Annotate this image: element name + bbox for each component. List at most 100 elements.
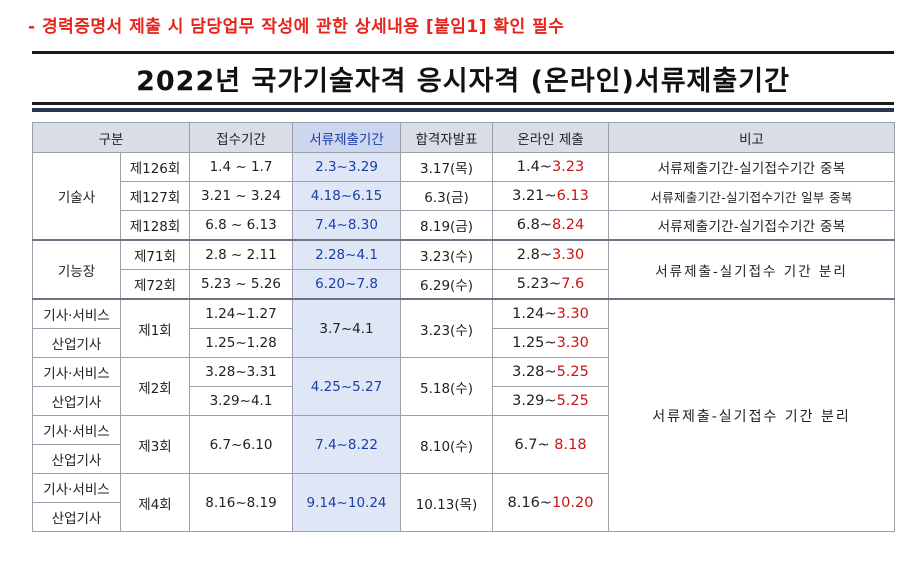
round-cell: 제72회 bbox=[120, 269, 190, 300]
online-cell: 1.24~3.30 bbox=[492, 298, 609, 329]
online-end: 6.13 bbox=[556, 188, 589, 204]
table-row: 기능장 제71회 2.8 ~ 2.11 2.28~4.1 3.23(수) 2.8… bbox=[32, 239, 895, 300]
reception-cell: 2.8 ~ 2.11 bbox=[189, 239, 293, 270]
group-sanup-gisa: 산업기사 bbox=[32, 328, 121, 358]
reception-cell: 3.28~3.31 bbox=[189, 357, 293, 387]
online-cell: 6.7~ 8.18 bbox=[492, 415, 609, 474]
group-gisulsa: 기술사 bbox=[32, 152, 121, 241]
online-start: 1.25~ bbox=[512, 335, 557, 351]
online-end: 3.23 bbox=[551, 159, 585, 175]
online-cell: 8.16~10.20 bbox=[492, 473, 609, 532]
reception-cell: 1.4 ~ 1.7 bbox=[189, 152, 293, 182]
group-gisa-service: 기사·서비스 bbox=[32, 473, 121, 503]
title-underline bbox=[32, 108, 894, 112]
title-banner: 2022년 국가기술자격 응시자격 (온라인)서류제출기간 bbox=[32, 51, 894, 105]
round-cell: 제128회 bbox=[120, 210, 190, 241]
remarks-cell: 서류제출기간-실기접수기간 중복 bbox=[608, 210, 895, 241]
online-end: 3.30 bbox=[556, 306, 589, 322]
header-remarks: 비고 bbox=[608, 122, 895, 153]
online-start: 3.29~ bbox=[512, 393, 557, 409]
remarks-cell: 서류제출-실기접수 기간 분리 bbox=[608, 239, 895, 300]
reception-cell: 1.25~1.28 bbox=[189, 328, 293, 358]
table-row: 제127회 3.21 ~ 3.24 4.18~6.15 6.3(금) 3.21~… bbox=[33, 181, 895, 211]
online-start: 6.7~ bbox=[514, 436, 550, 453]
document-cell: 7.4~8.22 bbox=[292, 415, 401, 474]
reception-cell: 3.29~4.1 bbox=[189, 386, 293, 416]
document-cell: 4.25~5.27 bbox=[292, 357, 401, 416]
reception-cell: 3.21 ~ 3.24 bbox=[189, 181, 293, 211]
group-gisa-service: 기사·서비스 bbox=[32, 357, 121, 387]
pass-cell: 5.18(수) bbox=[400, 357, 493, 416]
pass-cell: 3.23(수) bbox=[400, 298, 493, 358]
online-end: 5.25 bbox=[556, 393, 589, 409]
online-end: 8.18 bbox=[554, 436, 587, 453]
online-cell: 3.29~5.25 bbox=[492, 386, 609, 416]
reception-cell: 8.16~8.19 bbox=[189, 473, 293, 532]
pass-cell: 3.17(목) bbox=[400, 152, 493, 182]
online-start: 6.8~ bbox=[516, 217, 552, 233]
online-start: 8.16~ bbox=[507, 494, 552, 511]
online-end: 10.20 bbox=[551, 494, 594, 511]
remarks-cell: 서류제출기간-실기접수기간 일부 중복 bbox=[608, 181, 895, 211]
document-cell: 7.4~8.30 bbox=[292, 210, 401, 241]
table-row: 기사·서비스 제4회 8.16~8.19 9.14~10.24 10.13(목)… bbox=[32, 473, 895, 532]
page-title: 2022년 국가기술자격 응시자격 (온라인)서류제출기간 bbox=[136, 65, 790, 97]
online-end: 7.6 bbox=[561, 276, 585, 292]
online-start: 1.4~ bbox=[516, 159, 552, 175]
online-start: 1.24~ bbox=[512, 306, 557, 322]
round-cell: 제3회 bbox=[120, 415, 190, 474]
group-gisa-service: 기사·서비스 bbox=[32, 415, 121, 445]
pass-cell: 8.19(금) bbox=[400, 210, 493, 241]
pass-cell: 8.10(수) bbox=[400, 415, 493, 474]
online-start: 3.28~ bbox=[512, 364, 557, 380]
online-cell: 3.28~5.25 bbox=[492, 357, 609, 387]
table-row: 제72회 5.23 ~ 5.26 6.20~7.8 6.29(수) 5.23~7… bbox=[33, 269, 895, 300]
round-cell: 제4회 bbox=[120, 473, 190, 532]
table-row: 제128회 6.8 ~ 6.13 7.4~8.30 8.19(금) 6.8~8.… bbox=[33, 210, 895, 241]
online-cell: 3.21~6.13 bbox=[492, 181, 609, 211]
remarks-cell: 서류제출-실기접수 기간 분리 bbox=[608, 298, 895, 532]
online-start: 5.23~ bbox=[516, 276, 562, 292]
online-end: 3.30 bbox=[551, 247, 585, 263]
table-row: 산업기사 1.25~1.28 1.25~3.30 bbox=[32, 328, 895, 358]
group-sanup-gisa: 산업기사 bbox=[32, 502, 121, 532]
group-gineungjang: 기능장 bbox=[32, 239, 121, 300]
online-end: 3.30 bbox=[556, 335, 589, 351]
round-cell: 제1회 bbox=[120, 298, 190, 358]
reception-cell: 6.7~6.10 bbox=[189, 415, 293, 474]
table-row: 기사·서비스 제2회 3.28~3.31 4.25~5.27 5.18(수) 3… bbox=[32, 357, 895, 416]
document-cell: 6.20~7.8 bbox=[292, 269, 401, 300]
reception-cell: 1.24~1.27 bbox=[189, 298, 293, 329]
online-cell: 6.8~8.24 bbox=[492, 210, 609, 241]
header-online: 온라인 제출 bbox=[492, 122, 609, 153]
document-cell: 2.3~3.29 bbox=[292, 152, 401, 182]
online-cell: 5.23~7.6 bbox=[492, 269, 609, 300]
table-row: 기사·서비스 제1회 1.24~1.27 3.7~4.1 3.23(수) 1.2… bbox=[32, 298, 895, 532]
round-cell: 제126회 bbox=[120, 152, 190, 182]
pass-cell: 3.23(수) bbox=[400, 239, 493, 270]
table-row: 기술사 제126회 1.4 ~ 1.7 2.3~3.29 3.17(목) 1.4… bbox=[32, 152, 895, 241]
table-row: 산업기사 bbox=[32, 444, 895, 474]
group-sanup-gisa: 산업기사 bbox=[32, 444, 121, 474]
document-cell: 2.28~4.1 bbox=[292, 239, 401, 270]
online-cell: 2.8~3.30 bbox=[492, 239, 609, 270]
header-category: 구분 bbox=[32, 122, 190, 153]
group-gisa-service: 기사·서비스 bbox=[32, 298, 121, 329]
online-start: 3.21~ bbox=[512, 188, 557, 204]
online-cell: 1.4~3.23 bbox=[492, 152, 609, 182]
table-row: 산업기사 3.29~4.1 3.29~5.25 bbox=[32, 386, 895, 416]
document-cell: 4.18~6.15 bbox=[292, 181, 401, 211]
online-end: 5.25 bbox=[556, 364, 589, 380]
table-row: 산업기사 bbox=[32, 502, 895, 532]
header-reception: 접수기간 bbox=[189, 122, 293, 153]
schedule-table: 구분 접수기간 서류제출기간 합격자발표 온라인 제출 비고 기술사 제126회… bbox=[32, 122, 895, 532]
header-document: 서류제출기간 bbox=[292, 122, 401, 153]
round-cell: 제71회 bbox=[120, 239, 190, 270]
table-header-row: 구분 접수기간 서류제출기간 합격자발표 온라인 제출 비고 bbox=[32, 122, 895, 153]
pass-cell: 10.13(목) bbox=[400, 473, 493, 532]
online-cell: 1.25~3.30 bbox=[492, 328, 609, 358]
header-pass: 합격자발표 bbox=[400, 122, 493, 153]
notice-text: - 경력증명서 제출 시 담당업무 작성에 관한 상세내용 [붙임1] 확인 필… bbox=[28, 17, 565, 37]
remarks-cell: 서류제출기간-실기접수기간 중복 bbox=[608, 152, 895, 182]
online-end: 8.24 bbox=[551, 217, 585, 233]
